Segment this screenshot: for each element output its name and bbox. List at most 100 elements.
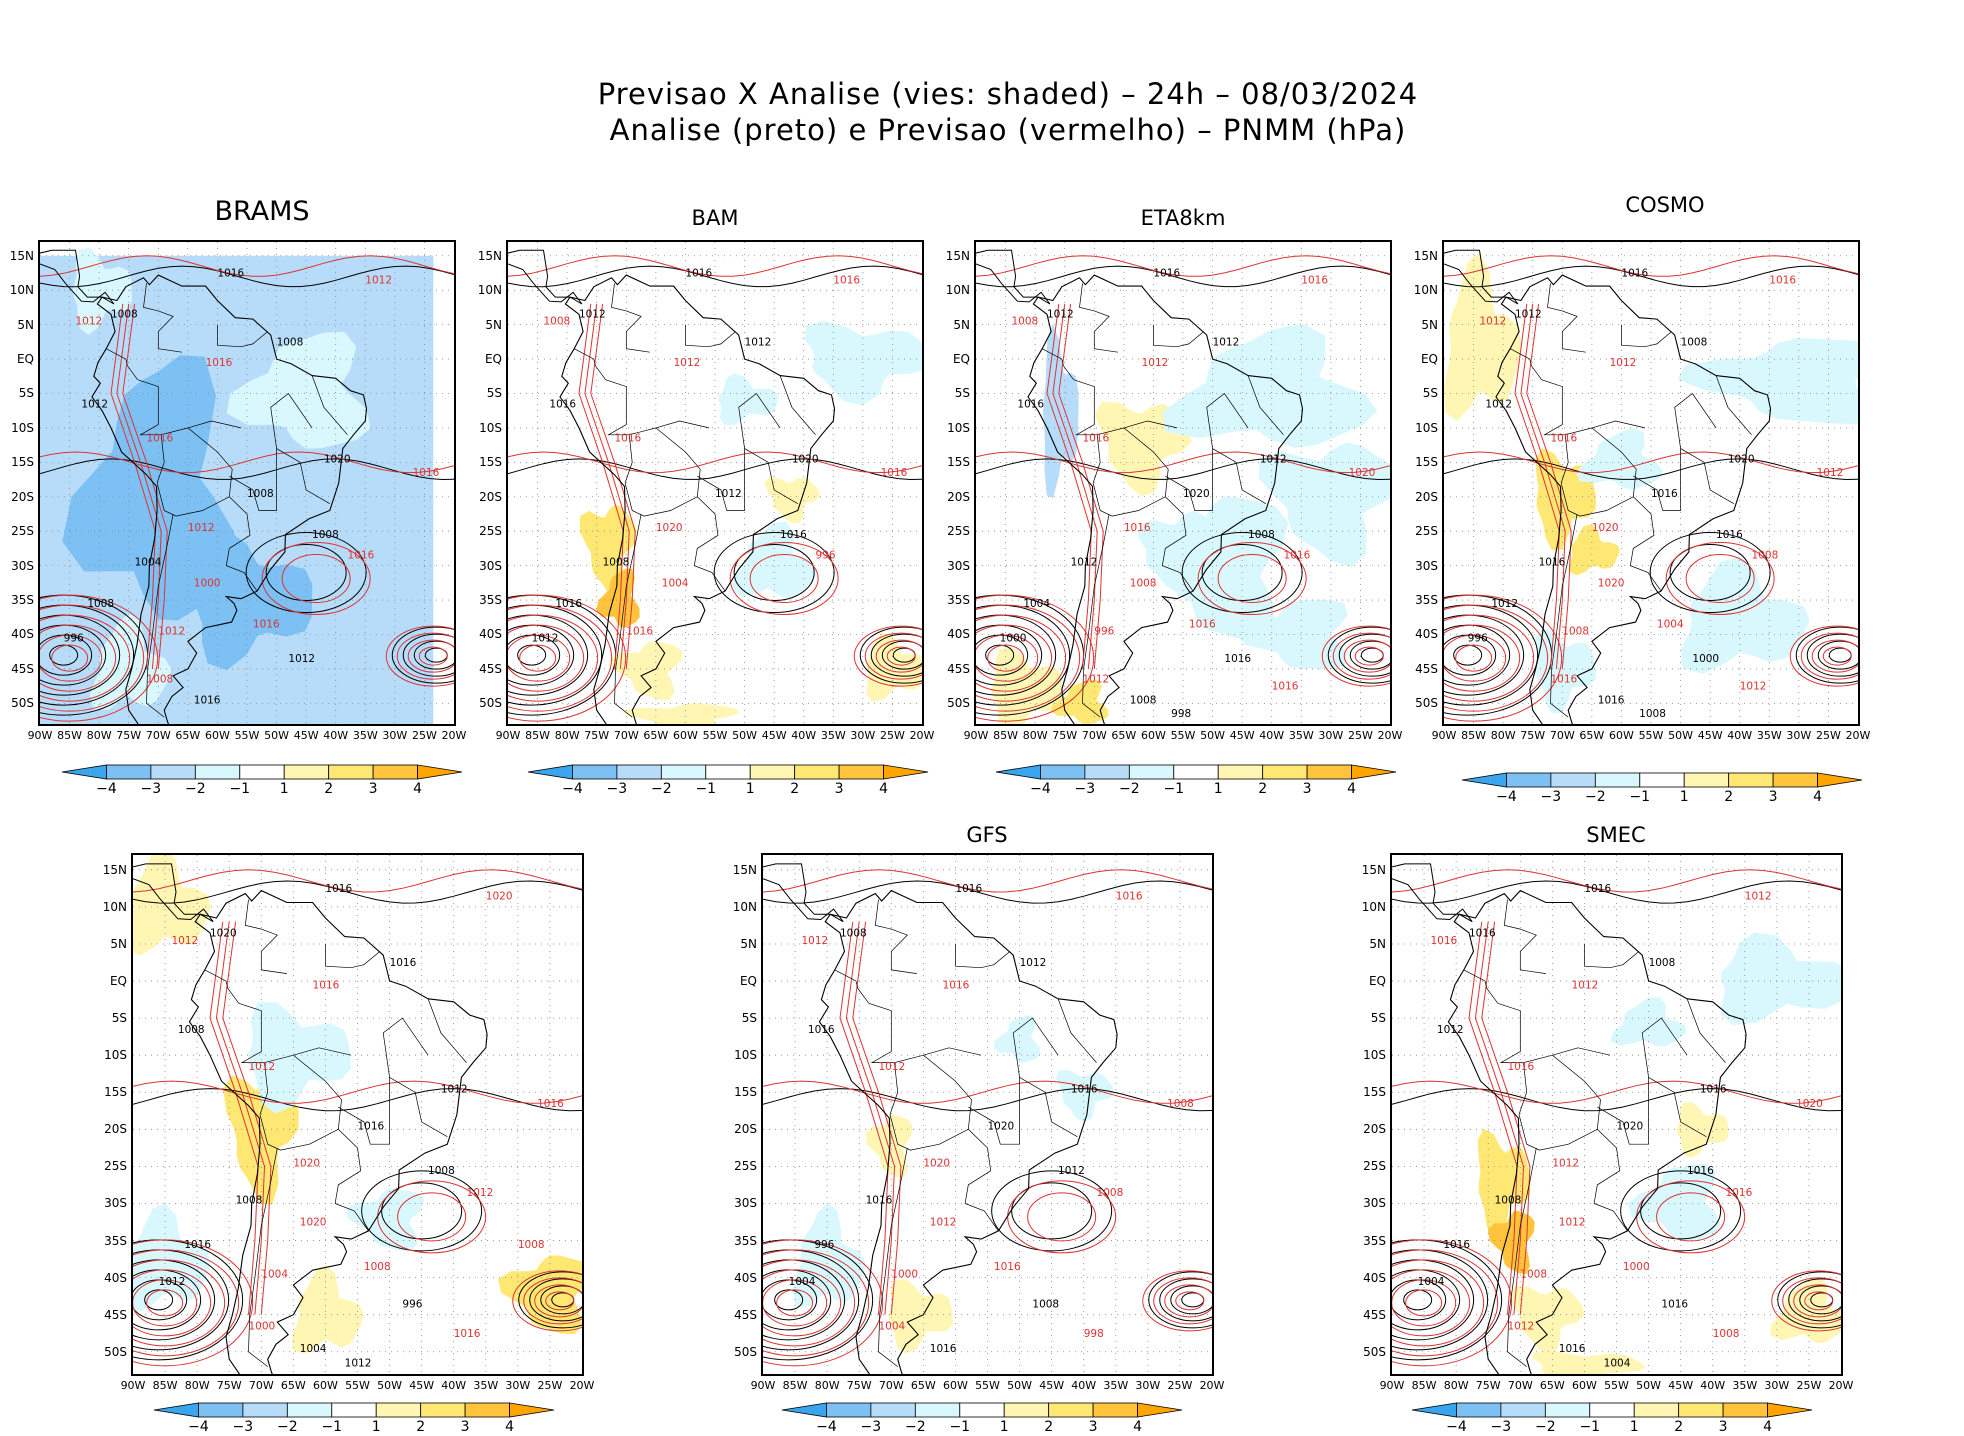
lat-tick-label: 50S [1363,1344,1386,1359]
country-border [1463,969,1499,1004]
lat-tick-label: 20S [11,489,34,504]
colorbar-label: −3 [232,1419,254,1435]
lon-tick-label: 30W [1135,1379,1161,1392]
bias-blob [1531,1350,1646,1374]
contour-label: 1004 [1418,1276,1445,1288]
contour-label: 1016 [626,625,653,637]
contour-label: 996 [64,632,84,644]
lat-tick-label: 35S [479,593,502,608]
lon-tick-label: 50W [264,729,289,742]
bias-blob [89,613,172,710]
analysis-isobar [1649,532,1771,614]
colorbar-label: 2 [1724,789,1734,805]
lat-tick-label: 40S [947,627,970,642]
forecast-isobar [40,614,131,702]
country-border [1518,1054,1601,1151]
lon-tick-label: 90W [963,729,989,742]
forecast-isobar [1332,632,1390,680]
analysis-isobar [870,633,922,677]
contour-label: 1012 [878,1061,905,1073]
lon-tick-label: 50W [377,1379,402,1392]
lon-tick-label: 65W [1579,729,1605,742]
contour-label: 1012 [158,625,185,637]
colorbar-container [1402,1402,1822,1422]
country-border [1621,324,1672,348]
forecast-isobar [1444,451,1858,474]
colorbar-swatch [616,764,662,780]
lat-tick-label: 45S [1363,1307,1386,1322]
lon-tick-label: 80W [1443,1379,1469,1392]
lat-tick-label: 30S [734,1196,757,1211]
contour-label: 1012 [1817,467,1844,479]
lon-tick-label: 75W [584,729,610,742]
lon-tick-label: 45W [293,729,319,742]
colorbar-swatch [61,764,107,780]
colorbar-label: 1 [371,1419,381,1435]
lat-tick-label: 5S [111,1011,127,1026]
country-border [248,1147,278,1367]
forecast-isobar [578,303,624,669]
lon-tick-label: 35W [1288,729,1314,742]
colorbar-swatch [1550,772,1596,788]
analysis-isobar [1403,1289,1433,1311]
lat-tick-label: 30S [104,1196,127,1211]
map-plot: 1016 1012 1016 1016 1008 1012 1012 1016 1016 1020… [1392,855,1841,1374]
lat-tick-label: 45S [947,661,970,676]
lat-tick-label: 15S [1415,455,1438,470]
colorbar-label: 4 [879,781,888,797]
lat-tick-label: 5N [17,317,34,332]
lon-tick-label: 80W [86,729,112,742]
contour-label: 1008 [312,529,339,541]
lat-tick-label: 50S [734,1344,757,1359]
contour-label: 1016 [866,1194,893,1206]
lon-tick-label: 50W [1636,1379,1661,1392]
analysis-isobar [859,626,922,684]
contour-label: 1016 [1224,653,1251,665]
contour-label: 1016 [1443,1239,1470,1251]
colorbar-label: −3 [1540,789,1562,805]
analysis-isobar [1640,1182,1722,1240]
bias-blob [1627,1163,1722,1241]
bias-blob [596,568,640,628]
colorbar-label: −2 [1585,789,1606,805]
colorbar-swatch [1594,772,1641,788]
colorbar [1461,772,1863,788]
forecast-isobar [886,646,916,666]
lat-tick-label: 15N [732,862,757,877]
colorbar-swatch [242,1402,288,1418]
contour-label: 1012 [1552,1157,1579,1169]
panel-title: COSMO [1625,193,1705,217]
forecast-isobar [110,303,156,669]
lat-tick-label: 40S [104,1270,127,1285]
contour-label: 1008 [543,316,570,328]
lat-tick-label: 40S [1363,1270,1386,1285]
lon-tick-label: 70W [1081,729,1107,742]
contour-label: 1016 [930,1343,957,1355]
contour-label: 1016 [1430,935,1457,947]
forecast-isobar [976,634,1039,682]
country-border [1057,998,1097,1063]
colorbar-label: 1 [1213,781,1223,797]
forecast-isobar [1354,646,1384,666]
colorbar-label: 3 [1302,781,1312,797]
lat-tick-label: 50S [1415,696,1438,711]
analysis-isobar [1148,1271,1212,1329]
country-border [1674,392,1734,505]
contour-label: 1016 [1071,1083,1098,1095]
lon-tick-label: 40W [1727,729,1753,742]
forecast-isobar [40,634,103,682]
contour-label: 1012 [1437,1024,1464,1036]
lat-tick-label: 30S [11,558,34,573]
colorbar-label: 3 [834,781,844,797]
analysis-isobar [49,644,79,666]
lon-tick-label: 20W [909,729,935,742]
contour-label: 1020 [1728,453,1755,465]
colorbar [61,764,463,780]
lon-tick-label: 45W [1229,729,1255,742]
coastline [1027,274,1304,724]
contour-label: 1016 [1550,674,1577,686]
contour-label: 1016 [1507,1061,1534,1073]
lon-tick-label: 65W [643,729,669,742]
lat-tick-label: 50S [104,1344,127,1359]
forecast-isobar [763,1239,884,1367]
